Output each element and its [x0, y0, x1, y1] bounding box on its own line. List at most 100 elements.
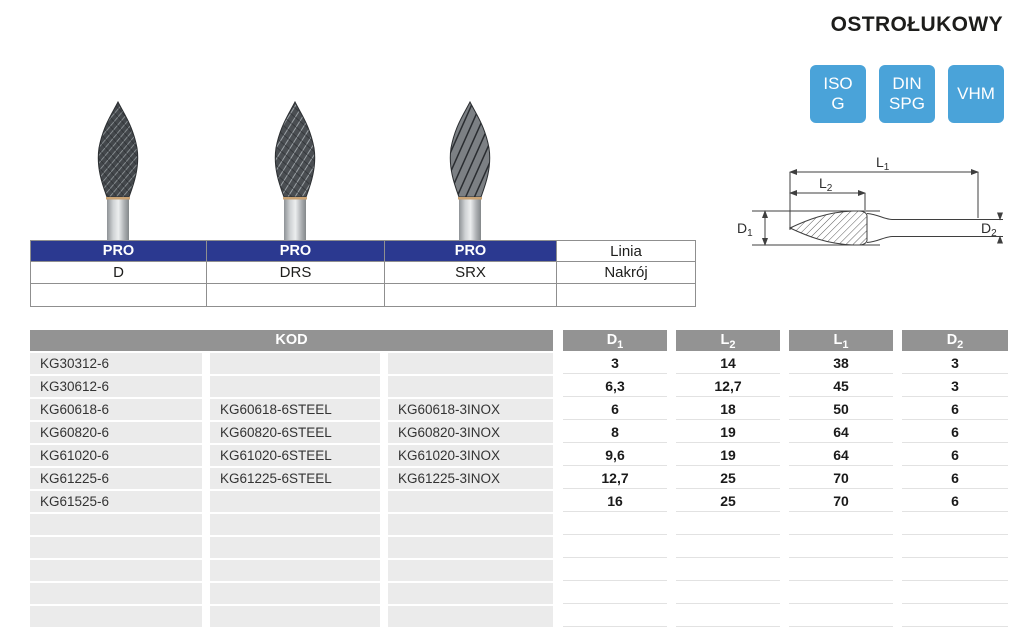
badge-line: VHM — [957, 84, 995, 103]
kod-cell — [30, 537, 202, 558]
d2-value: 6 — [902, 399, 1008, 420]
kod-steel-cell: KG60820-6STEEL — [210, 422, 380, 443]
d2-column-header: D2 — [902, 330, 1008, 351]
d2-value: 3 — [902, 353, 1008, 374]
model-name: DRS — [206, 261, 385, 284]
l1-value: 64 — [789, 445, 893, 466]
kod-inox-cell: KG60618-3INOX — [388, 399, 553, 420]
l2-value: 19 — [676, 445, 780, 466]
l1-value — [789, 537, 893, 558]
d2-value: 6 — [902, 468, 1008, 489]
d2-value: 6 — [902, 445, 1008, 466]
l2-value — [676, 537, 780, 558]
burr-photo-d — [97, 100, 139, 240]
kod-steel-cell — [210, 606, 380, 627]
l2-label: L2 — [819, 175, 833, 194]
kod-steel-cell — [210, 353, 380, 374]
kod-inox-cell — [388, 537, 553, 558]
l2-value: 25 — [676, 468, 780, 489]
model-name: SRX — [384, 261, 557, 284]
kod-inox-cell — [388, 560, 553, 581]
l2-column-header: L2 — [676, 330, 780, 351]
kod-inox-cell: KG61225-3INOX — [388, 468, 553, 489]
kod-inox-cell — [388, 353, 553, 374]
l1-value — [789, 583, 893, 604]
empty-cell — [556, 283, 696, 307]
kod-cell — [30, 560, 202, 581]
l1-label: L1 — [876, 154, 890, 173]
kod-cell: KG61525-6 — [30, 491, 202, 512]
d1-value: 3 — [563, 353, 667, 374]
d2-value — [902, 560, 1008, 581]
l2-value — [676, 606, 780, 627]
empty-cell — [206, 283, 385, 307]
d1-value: 9,6 — [563, 445, 667, 466]
linia-value: Nakrój — [556, 261, 696, 284]
kod-steel-cell: KG61020-6STEEL — [210, 445, 380, 466]
d1-value: 16 — [563, 491, 667, 512]
burr-photo-drs — [274, 100, 316, 240]
d1-value: 6,3 — [563, 376, 667, 397]
d2-value: 6 — [902, 422, 1008, 443]
kod-cell — [30, 514, 202, 535]
product-table: KOD D1 L2 L1 D2 KG30312-6 3 14 38 3 KG30… — [30, 330, 1008, 627]
kod-cell — [30, 606, 202, 627]
l1-value — [789, 514, 893, 535]
kod-steel-cell — [210, 491, 380, 512]
d1-value: 12,7 — [563, 468, 667, 489]
l1-value: 50 — [789, 399, 893, 420]
kod-steel-cell — [210, 560, 380, 581]
page-title: OSTROŁUKOWY — [830, 13, 1003, 36]
d1-column-header: D1 — [563, 330, 667, 351]
variants-table: PRO PRO PRO Linia D DRS SRX Nakrój — [30, 240, 696, 307]
kod-cell: KG61225-6 — [30, 468, 202, 489]
kod-inox-cell — [388, 606, 553, 627]
d1-value — [563, 560, 667, 581]
l1-value: 45 — [789, 376, 893, 397]
kod-steel-cell — [210, 537, 380, 558]
kod-inox-cell: KG61020-3INOX — [388, 445, 553, 466]
d1-value — [563, 606, 667, 627]
l1-value — [789, 606, 893, 627]
kod-inox-cell — [388, 491, 553, 512]
d2-label: D2 — [981, 220, 997, 239]
series-header: PRO — [206, 240, 385, 262]
l1-column-header: L1 — [789, 330, 893, 351]
badge-row: ISO G DIN SPG VHM — [810, 65, 1004, 123]
d1-value — [563, 583, 667, 604]
d1-value: 6 — [563, 399, 667, 420]
kod-cell: KG60618-6 — [30, 399, 202, 420]
d2-value — [902, 583, 1008, 604]
l1-value: 38 — [789, 353, 893, 374]
dimension-drawing-icon: L1 L2 D1 D2 — [737, 154, 1003, 246]
d2-value — [902, 606, 1008, 627]
kod-cell: KG30312-6 — [30, 353, 202, 374]
l1-value — [789, 560, 893, 581]
badge-line: DIN — [892, 74, 922, 93]
d1-value — [563, 514, 667, 535]
series-header: PRO — [384, 240, 557, 262]
kod-cell: KG30612-6 — [30, 376, 202, 397]
l2-value: 18 — [676, 399, 780, 420]
badge-iso-g: ISO G — [810, 65, 866, 123]
d1-value — [563, 537, 667, 558]
l2-value — [676, 514, 780, 535]
kod-inox-cell — [388, 514, 553, 535]
l2-value: 12,7 — [676, 376, 780, 397]
empty-cell — [30, 283, 207, 307]
kod-cell: KG61020-6 — [30, 445, 202, 466]
l1-value: 70 — [789, 491, 893, 512]
kod-header: KOD — [30, 330, 553, 351]
l1-value: 64 — [789, 422, 893, 443]
l2-value — [676, 583, 780, 604]
d2-value: 6 — [902, 491, 1008, 512]
badge-din-spg: DIN SPG — [879, 65, 935, 123]
kod-steel-cell — [210, 583, 380, 604]
badge-line: ISO — [823, 74, 853, 93]
burr-photo-srx — [449, 100, 491, 240]
d2-value: 3 — [902, 376, 1008, 397]
l2-value: 14 — [676, 353, 780, 374]
d2-value — [902, 537, 1008, 558]
l2-value: 19 — [676, 422, 780, 443]
